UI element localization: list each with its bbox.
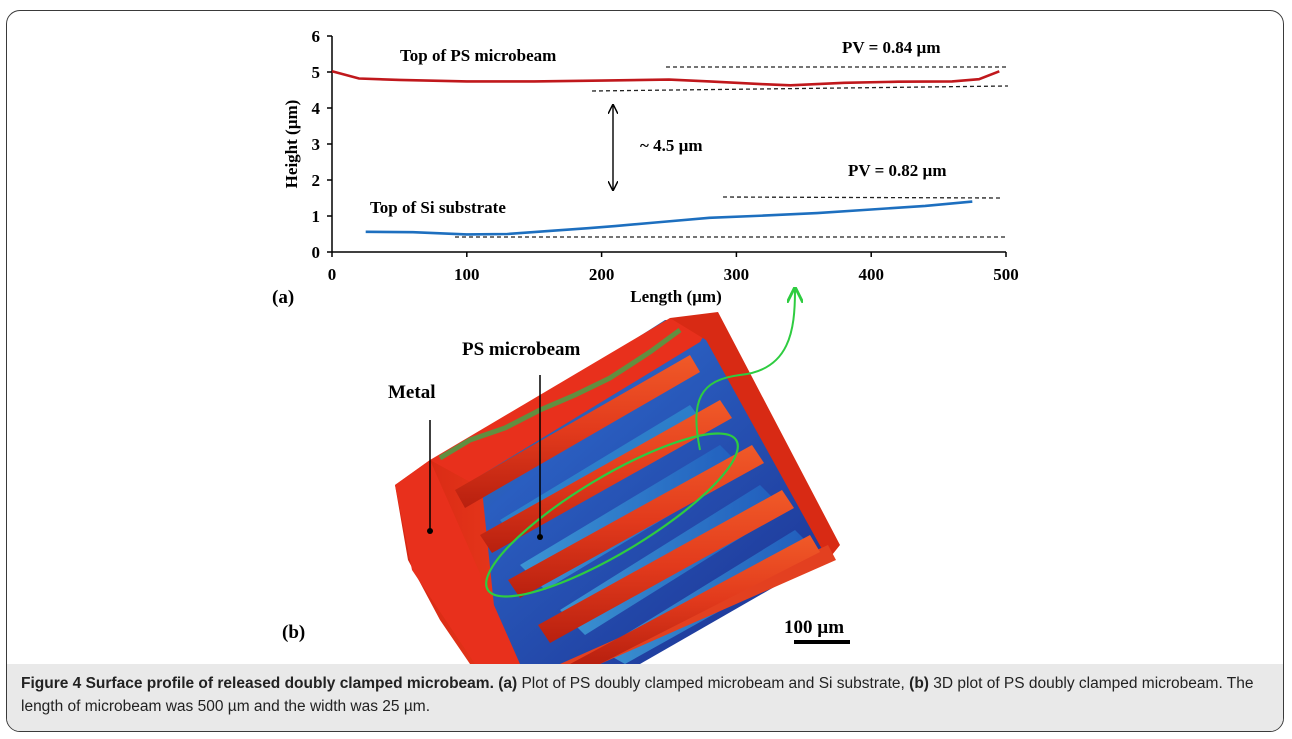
series-line-ps-microbeam: [331, 70, 1000, 87]
caption-part-a-text: Plot of PS doubly clamped microbeam and …: [521, 675, 905, 692]
ps-microbeam-4: [538, 490, 794, 643]
y-tick-label: 6: [312, 27, 321, 46]
pv-bottom-annotation: PV = 0.82 µm: [848, 161, 947, 180]
pv-top-lower-dashed-line: [591, 85, 1009, 92]
y-tick-label: 3: [312, 135, 321, 154]
y-axis-title: Height (µm): [282, 100, 301, 189]
metal-label: Metal: [388, 382, 435, 403]
x-axis-title: Length (µm): [630, 287, 721, 306]
highlight-ellipse: [485, 432, 739, 598]
pv-top-annotation: PV = 0.84 µm: [842, 38, 941, 57]
ps-series-label: Top of PS microbeam: [400, 46, 556, 65]
pv-bottom-upper-dashed-line: [722, 196, 1001, 199]
caption-title: Figure 4 Surface profile of released dou…: [21, 675, 494, 692]
y-tick-label: 2: [312, 171, 321, 190]
metal-pointer-dot: [427, 528, 433, 534]
y-tick-label: 5: [312, 63, 321, 82]
x-tick-label: 300: [724, 265, 750, 284]
caption-box: Figure 4 Surface profile of released dou…: [7, 664, 1283, 731]
series-line-si-substrate: [365, 200, 973, 236]
si-series-label: Top of Si substrate: [370, 198, 506, 217]
ps-pointer-dot: [537, 534, 543, 540]
link-arrow: [695, 290, 795, 451]
ps-microbeam-3: [508, 445, 764, 598]
figure-caption: Figure 4 Surface profile of released dou…: [21, 672, 1269, 718]
surface-profile-chart: 0 1 2 3 4 5 6 0 100 200 300 400 500 Length (µm) Hei…: [272, 27, 1019, 308]
metal-frame-left-top: [395, 460, 520, 664]
x-tick-label: 100: [454, 265, 480, 284]
metal-frame-right: [670, 312, 840, 560]
gap-annotation: ~ 4.5 µm: [640, 136, 703, 155]
x-tick-label: 400: [858, 265, 884, 284]
x-ticks: 0 100 200 300 400 500: [328, 252, 1019, 284]
y-tick-label: 4: [312, 99, 321, 118]
x-tick-label: 500: [993, 265, 1019, 284]
scale-bar-label: 100 µm: [784, 617, 844, 638]
microbeam-3d-plot: Metal PS microbeam 100 µm (b): [282, 290, 850, 664]
y-tick-label: 0: [312, 243, 321, 262]
caption-part-b-text: 3D plot of PS doubly clamped microbeam. …: [21, 675, 1254, 715]
edge-noise: [438, 327, 682, 461]
panel-b-label: (b): [282, 622, 305, 643]
panel-a-label: (a): [272, 287, 294, 308]
x-tick-label: 200: [589, 265, 615, 284]
y-tick-label: 1: [312, 207, 321, 226]
caption-part-a-label: (a): [498, 675, 518, 692]
ps-microbeam-label: PS microbeam: [462, 339, 581, 360]
y-ticks: 0 1 2 3 4 5 6: [312, 27, 332, 262]
x-tick-label: 0: [328, 265, 337, 284]
caption-part-b-label: (b): [909, 675, 929, 692]
ps-microbeam-5: [570, 535, 820, 664]
ps-microbeam-1: [455, 355, 700, 508]
